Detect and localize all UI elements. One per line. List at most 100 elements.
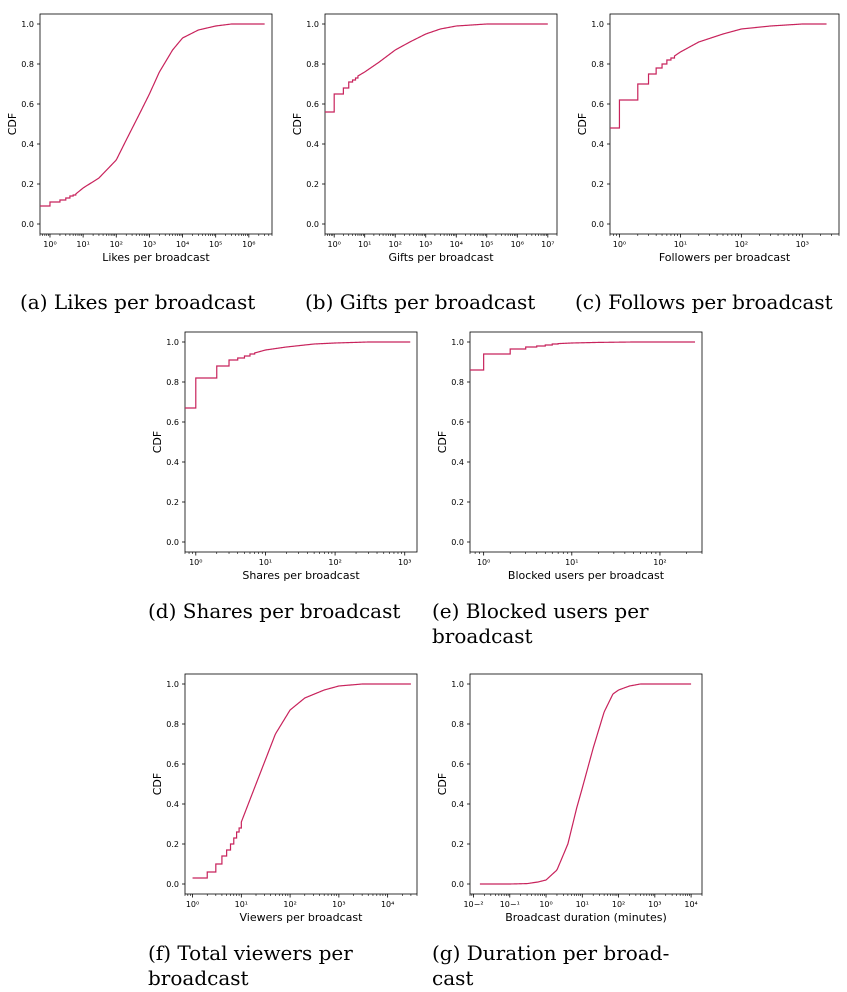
x-tick-label: 10⁴ (684, 900, 697, 909)
y-tick-label: 0.0 (451, 538, 464, 547)
y-tick-label: 0.2 (166, 498, 179, 507)
y-tick-label: 0.0 (451, 880, 464, 889)
caption-e: (e) Blocked users per broadcast (432, 599, 706, 649)
chart-d: 0.0 0.2 0.4 0.6 0.8 1.0 10⁰ 10¹ 10² 10³ Shares per… (151, 331, 418, 582)
x-tick-label: 10⁶ (511, 240, 524, 249)
x-tick-label: 10² (110, 240, 123, 249)
cdf-curve (40, 23, 265, 207)
chart-panel-f: 0.0 0.2 0.4 0.6 0.8 1.0 10⁰ 10¹ 10² 10³ 10⁴ Viewers… (145, 660, 425, 924)
x-tick-label: 10⁰ (613, 240, 626, 249)
caption-e-line1: (e) Blocked users per (432, 599, 649, 623)
y-tick-label: 0.4 (166, 458, 179, 467)
x-tick-label: 10² (283, 900, 296, 909)
caption-f-line2: broadcast (148, 966, 249, 990)
chart-c: 0.0 0.2 0.4 0.6 0.8 1.0 10⁰ 10¹ 10² 10³ Followers … (576, 13, 840, 264)
x-tick-label: 10¹ (358, 240, 371, 249)
caption-a: (a) Likes per broadcast (20, 290, 256, 314)
y-axis-label: CDF (436, 773, 449, 795)
cdf-curve (192, 683, 411, 879)
x-tick-label: 10² (612, 900, 625, 909)
x-tick-label: 10³ (143, 240, 156, 249)
y-tick-label: 1.0 (166, 338, 179, 347)
y-tick-label: 0.0 (21, 220, 34, 229)
y-tick-label: 0.6 (451, 418, 464, 427)
y-tick-label: 1.0 (591, 20, 604, 29)
y-tick-label: 0.0 (166, 538, 179, 547)
y-tick-label: 0.2 (451, 498, 464, 507)
y-tick-label: 1.0 (451, 680, 464, 689)
plot-frame (39, 13, 273, 235)
chart-panel-b: 0.0 0.2 0.4 0.6 0.8 1.0 10⁰ 10¹ 10² 10³ 10⁴ 10⁵ 10⁶ 1… (285, 0, 565, 264)
cdf-curve (479, 683, 692, 885)
x-tick-label: 10² (735, 240, 748, 249)
y-axis-label: CDF (576, 113, 589, 135)
x-tick-label: 10⁷ (541, 240, 554, 249)
y-tick-label: 0.4 (451, 800, 464, 809)
x-tick-label: 10⁰ (539, 900, 552, 909)
plot-frame (184, 331, 418, 553)
x-tick-label: 10² (653, 558, 666, 567)
plot-frame (609, 13, 840, 235)
chart-g: 0.0 0.2 0.4 0.6 0.8 1.0 10−² 10−¹ 10⁰ 10¹ 10² 10³ 10… (436, 673, 703, 924)
x-axis-label: Viewers per broadcast (240, 911, 364, 924)
y-tick-label: 0.6 (451, 760, 464, 769)
chart-panel-d: 0.0 0.2 0.4 0.6 0.8 1.0 10⁰ 10¹ 10² 10³ Shares per… (145, 318, 425, 582)
x-tick-label: 10¹ (674, 240, 687, 249)
plot-frame (184, 673, 418, 895)
x-tick-label: 10³ (648, 900, 661, 909)
chart-panel-a: 0.0 0.2 0.4 0.6 0.8 1.0 10⁰ 10¹ 10² 10³ 10⁴ 10⁵ 10⁶ L… (0, 0, 280, 264)
x-tick-label: 10⁵ (209, 240, 222, 249)
x-tick-label: 10−² (463, 900, 483, 909)
x-tick-label: 10¹ (576, 900, 589, 909)
x-axis-label: Followers per broadcast (659, 251, 791, 264)
x-tick-label: 10² (328, 558, 341, 567)
caption-b: (b) Gifts per broadcast (305, 290, 536, 314)
y-tick-label: 1.0 (21, 20, 34, 29)
x-tick-label: 10⁰ (186, 900, 199, 909)
chart-panel-c: 0.0 0.2 0.4 0.6 0.8 1.0 10⁰ 10¹ 10² 10³ Followers … (570, 0, 847, 264)
x-tick-label: 10³ (419, 240, 432, 249)
y-tick-label: 1.0 (306, 20, 319, 29)
x-tick-label: 10⁰ (189, 558, 202, 567)
x-tick-label: 10⁵ (480, 240, 493, 249)
y-tick-label: 1.0 (166, 680, 179, 689)
x-tick-label: 10² (389, 240, 402, 249)
caption-g-line2: cast (432, 966, 474, 990)
x-tick-label: 10⁴ (450, 240, 463, 249)
x-tick-label: 10⁴ (381, 900, 394, 909)
plot-frame (469, 673, 703, 895)
x-axis-label: Blocked users per broadcast (508, 569, 665, 582)
y-tick-label: 0.8 (166, 378, 179, 387)
y-tick-label: 0.6 (166, 760, 179, 769)
caption-g-line1: (g) Duration per broad- (432, 941, 670, 965)
x-tick-label: 10³ (332, 900, 345, 909)
cdf-curve (470, 341, 696, 371)
plot-frame (324, 13, 558, 235)
y-tick-label: 0.6 (306, 100, 319, 109)
y-tick-label: 0.4 (21, 140, 34, 149)
y-tick-label: 0.6 (21, 100, 34, 109)
y-tick-label: 0.4 (166, 800, 179, 809)
y-tick-label: 0.2 (166, 840, 179, 849)
x-axis-label: Broadcast duration (minutes) (505, 911, 667, 924)
x-tick-label: 10⁰ (477, 558, 490, 567)
chart-a: 0.0 0.2 0.4 0.6 0.8 1.0 10⁰ 10¹ 10² 10³ 10⁴ 10⁵ 10⁶ L… (6, 13, 273, 264)
chart-b: 0.0 0.2 0.4 0.6 0.8 1.0 10⁰ 10¹ 10² 10³ 10⁴ 10⁵ 10⁶ 1… (291, 13, 558, 264)
y-tick-label: 0.2 (21, 180, 34, 189)
y-tick-label: 0.4 (591, 140, 604, 149)
cdf-curve (185, 341, 411, 409)
x-tick-label: 10¹ (259, 558, 272, 567)
x-tick-label: 10¹ (565, 558, 578, 567)
cdf-curve (610, 23, 827, 129)
y-tick-label: 0.8 (21, 60, 34, 69)
y-tick-label: 0.0 (591, 220, 604, 229)
caption-g: (g) Duration per broad- cast (432, 941, 706, 991)
plot-frame (469, 331, 703, 553)
y-tick-label: 0.6 (166, 418, 179, 427)
caption-d: (d) Shares per broadcast (148, 599, 401, 623)
y-tick-label: 0.8 (166, 720, 179, 729)
y-tick-label: 0.4 (306, 140, 319, 149)
y-tick-label: 0.0 (306, 220, 319, 229)
y-axis-label: CDF (151, 773, 164, 795)
x-tick-label: 10−¹ (500, 900, 520, 909)
